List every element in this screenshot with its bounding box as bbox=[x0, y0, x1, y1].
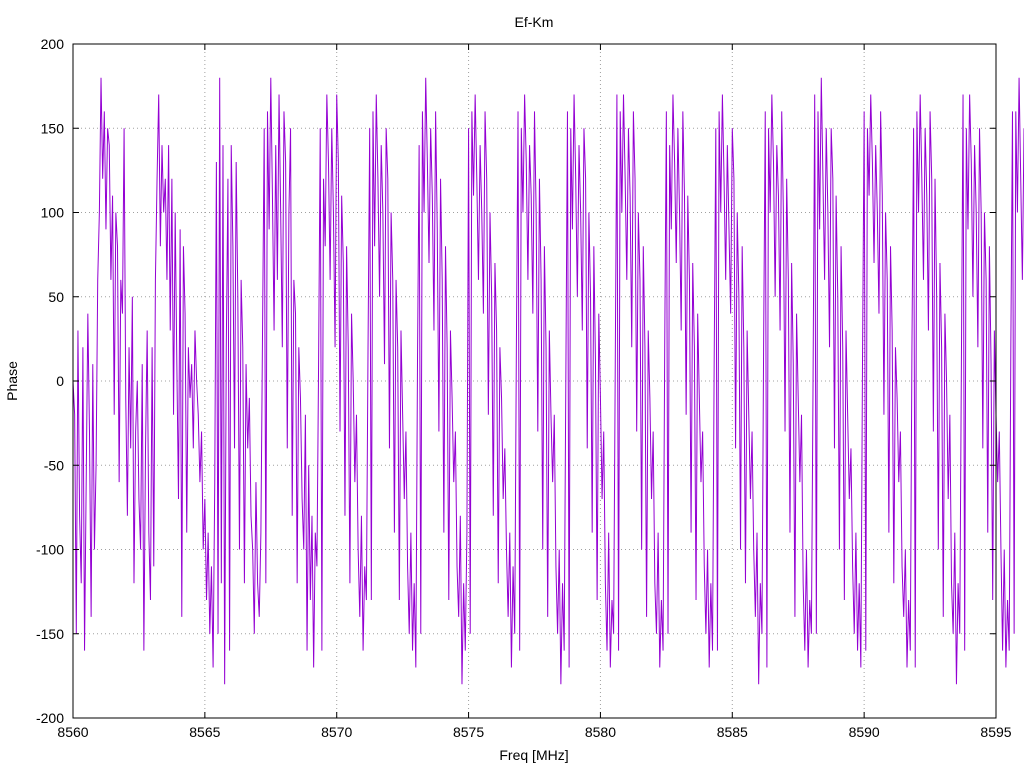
y-tick-label: -100 bbox=[36, 542, 64, 558]
x-tick-label: 8595 bbox=[980, 724, 1011, 740]
x-tick-label: 8560 bbox=[57, 724, 88, 740]
x-tick-label: 8565 bbox=[189, 724, 220, 740]
data-series bbox=[72, 77, 1024, 685]
x-tick-label: 8570 bbox=[321, 724, 352, 740]
y-axis-label: Phase bbox=[4, 361, 20, 401]
y-tick-label: -150 bbox=[36, 626, 64, 642]
x-tick-label: 8590 bbox=[849, 724, 880, 740]
y-tick-label: -50 bbox=[44, 457, 64, 473]
x-tick-label: 8580 bbox=[585, 724, 616, 740]
x-tick-label: 8585 bbox=[717, 724, 748, 740]
chart-title: Ef-Km bbox=[515, 14, 554, 30]
y-tick-label: 150 bbox=[41, 120, 65, 136]
y-tick-label: 200 bbox=[41, 36, 65, 52]
series-line-0 bbox=[72, 77, 1024, 685]
y-tick-label: -200 bbox=[36, 710, 64, 726]
y-tick-label: 50 bbox=[48, 289, 64, 305]
x-tick-label: 8575 bbox=[453, 724, 484, 740]
y-tick-label: 100 bbox=[41, 205, 65, 221]
x-axis-label: Freq [MHz] bbox=[499, 747, 568, 763]
y-tick-label: 0 bbox=[56, 373, 64, 389]
tick-labels: 8560 8565 8570 8575 8580 8585 8590 8595 -200 -150… bbox=[36, 36, 1012, 740]
tick-marks bbox=[72, 43, 997, 719]
